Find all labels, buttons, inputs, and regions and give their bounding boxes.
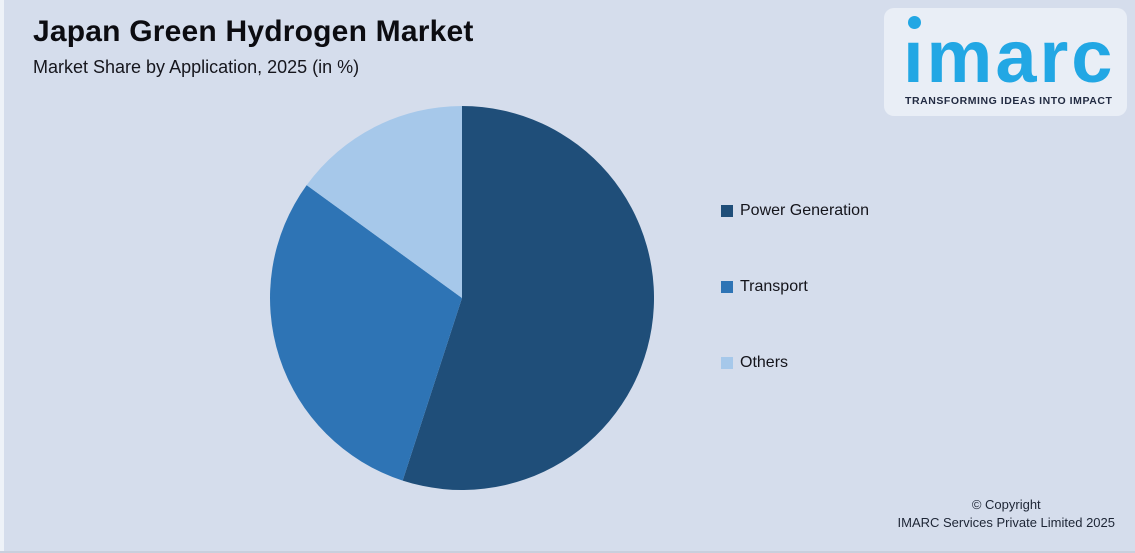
pie-slice-power-generation [402,106,654,490]
legend-swatch-others [721,357,733,369]
left-edge-highlight [0,0,4,553]
legend-swatch-transport [721,281,733,293]
legend-swatch-power-generation [721,205,733,217]
bottom-edge-line [0,551,1135,553]
copyright-line2: IMARC Services Private Limited 2025 [897,514,1115,530]
copyright-line1: © Copyright [971,497,1041,512]
imarc-tagline: TRANSFORMING IDEAS INTO IMPACT [905,95,1113,107]
legend-label: Transport [740,278,808,295]
imarc-wordmark: ımarc [903,15,1116,98]
page-title: Japan Green Hydrogen Market [33,15,474,48]
pie-slice-others [306,106,462,298]
chart-header: Japan Green Hydrogen Market Market Share… [33,14,474,78]
imarc-logo: ımarc TRANSFORMING IDEAS INTO IMPACT [884,8,1127,116]
legend-item-transport: Transport [721,278,869,296]
legend-item-power-generation: Power Generation [721,202,869,220]
legend-label: Power Generation [740,202,869,219]
legend-label: Others [740,354,789,371]
pie-slice-transport [270,185,462,481]
legend-item-others: Others [721,354,869,372]
chart-legend: Power Generation Transport Others [721,202,869,430]
copyright-notice: © Copyright IMARC Services Private Limit… [898,496,1115,531]
imarc-logo-dot-icon [908,16,921,29]
pie-chart [270,106,654,490]
page-subtitle: Market Share by Application, 2025 (in %) [33,57,360,77]
